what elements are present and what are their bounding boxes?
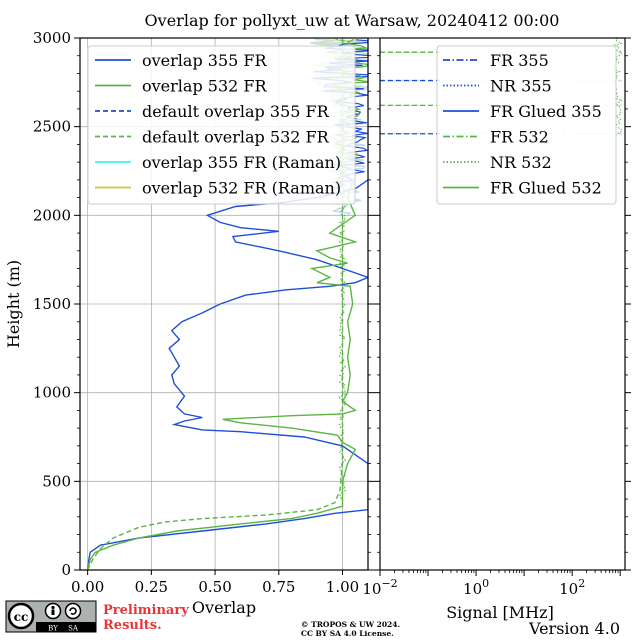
signal-xlabel: Signal [MHz] [446, 603, 554, 622]
results-label: Results. [103, 618, 162, 633]
signal-legend-label-5: FR Glued 532 [490, 179, 602, 198]
overlap-ytick-label-6: 3000 [33, 29, 71, 47]
overlap-axes: 0.00 0.25 0.50 0.75 1.00 0 500 1000 1500 2000 2500… [4, 29, 374, 617]
signal-legend: FR 355 NR 355 FR Glued 355 FR 532 NR 532 FR G… [436, 45, 617, 205]
signal-xtick-label-0: 10−2 [362, 577, 397, 598]
sa-label: SA [68, 625, 79, 633]
overlap-xtick-label-2: 0.50 [198, 578, 231, 596]
signal-xtick-label-2: 102 [559, 577, 585, 598]
overlap-ytick-label-3: 1500 [33, 295, 71, 313]
overlap-legend-label-1: overlap 532 FR [142, 77, 268, 96]
overlap-xlabel: Overlap [192, 598, 256, 617]
signal-legend-label-2: FR Glued 355 [490, 102, 602, 121]
overlap-xtick-label-4: 1.00 [326, 578, 359, 596]
sa-icon [64, 602, 82, 620]
overlap-ticks: 0.00 0.25 0.50 0.75 1.00 0 500 1000 1500 2000 2500… [33, 29, 374, 596]
overlap-xtick-label-3: 0.75 [262, 578, 295, 596]
signal-ticks: 10−2 100 102 [362, 37, 631, 598]
signal-legend-label-0: FR 355 [490, 51, 549, 70]
overlap-legend-label-4: overlap 355 FR (Raman) [142, 153, 341, 172]
overlap-xtick-label-0: 0.00 [71, 578, 104, 596]
signal-legend-frame [436, 45, 617, 205]
chart-title: Overlap for pollyxt_uw at Warsaw, 202404… [145, 11, 560, 30]
overlap-ytick-label-5: 2500 [33, 118, 71, 136]
overlap-series [86, 38, 368, 570]
overlap-legend-label-3: default overlap 532 FR [142, 128, 330, 147]
series-default-overlap-532-fr [86, 38, 344, 570]
copyright-line-2: CC BY SA 4.0 License. [301, 629, 394, 638]
signal-legend-label-4: NR 532 [490, 153, 552, 172]
signal-axes: 10−2 100 102 Signal [MHz] FR 355 NR 355 FR G… [362, 37, 631, 622]
cc-icon [7, 602, 35, 630]
by-label: BY [48, 625, 58, 633]
preliminary-label: Preliminary [103, 603, 189, 618]
overlap-ylabel: Height (m) [4, 260, 23, 348]
overlap-ytick-label-0: 0 [61, 561, 71, 579]
series-overlap-355-fr [86, 179, 368, 570]
overlap-legend: overlap 355 FR overlap 532 FR default over… [87, 45, 356, 205]
version-label: Version 4.0 [528, 619, 620, 638]
overlap-legend-label-0: overlap 355 FR [142, 51, 268, 70]
copyright-line-1: © TROPOS & UW 2024. [301, 620, 400, 629]
signal-xtick-label-1: 100 [463, 577, 489, 598]
overlap-ytick-label-4: 2000 [33, 206, 71, 224]
series-overlap-532-fr [86, 179, 358, 570]
overlap-ytick-label-2: 1000 [33, 384, 71, 402]
cc-license-badge: cc BY SA [5, 600, 97, 633]
overlap-ytick-label-1: 500 [42, 472, 71, 490]
overlap-legend-frame [87, 45, 356, 205]
signal-legend-label-1: NR 355 [490, 77, 552, 96]
overlap-legend-label-5: overlap 532 FR (Raman) [142, 179, 341, 198]
overlap-legend-label-2: default overlap 355 FR [142, 102, 330, 121]
signal-legend-label-3: FR 532 [490, 128, 549, 147]
cc-icon-label: cc [14, 610, 29, 624]
overlap-xtick-label-1: 0.25 [135, 578, 168, 596]
